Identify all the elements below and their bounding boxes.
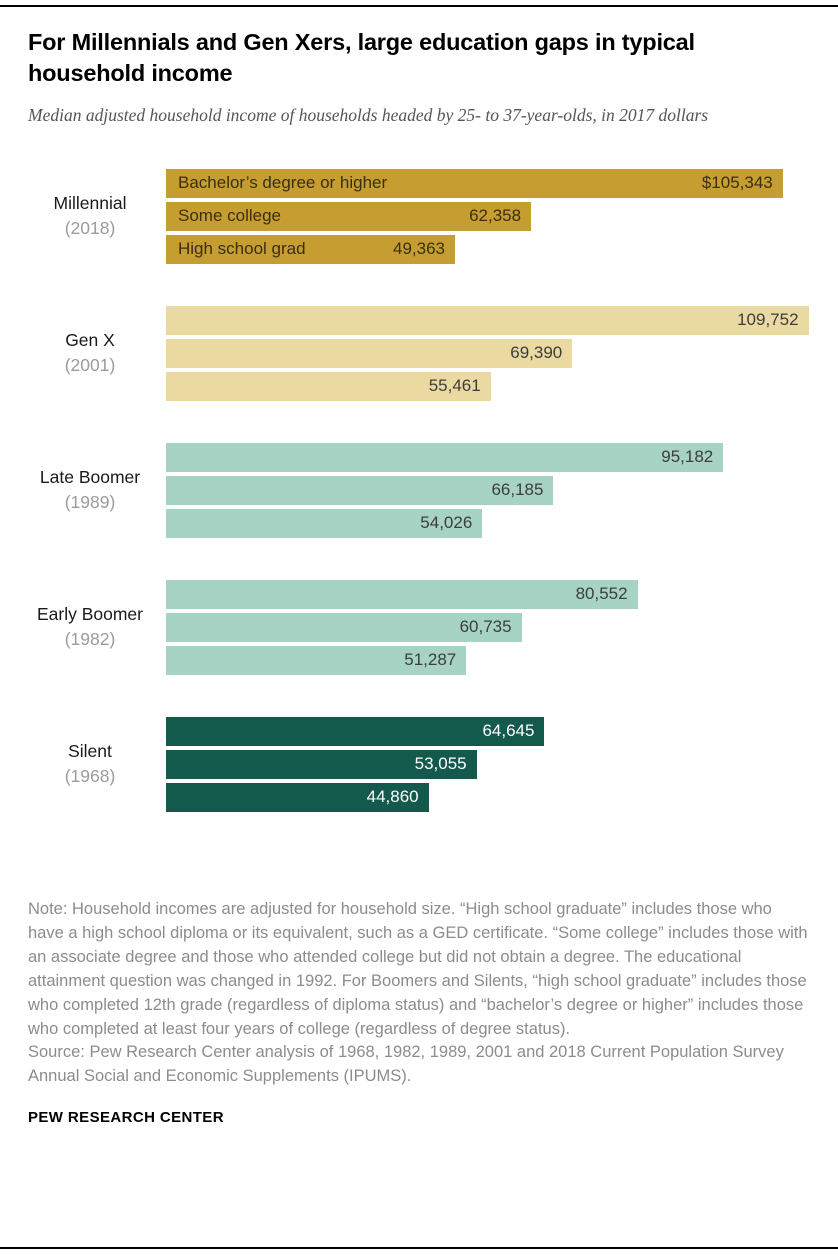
bar-value-label: 44,860 <box>366 787 419 807</box>
bar: 95,182 <box>166 442 724 472</box>
chart-subtitle: Median adjusted household income of hous… <box>28 105 709 126</box>
footnotes: Note: Household incomes are adjusted for… <box>28 898 810 1089</box>
bar: 44,860 <box>166 782 429 812</box>
group-name: Gen X <box>65 330 115 351</box>
bar-value-label: $105,343 <box>701 173 773 193</box>
bar-value-label: 109,752 <box>737 310 799 330</box>
group-bars: 109,752 69,390 55,461 <box>166 305 810 401</box>
group-bars: 64,645 53,055 44,860 <box>166 716 810 812</box>
chart-group: Silent (1968) 64,645 53,055 44,860 <box>28 716 810 812</box>
group-year: (1968) <box>64 765 116 786</box>
bar-value-label: 66,185 <box>491 480 544 500</box>
bar-value-label: 60,735 <box>459 617 512 637</box>
bar: 80,552 <box>166 579 638 609</box>
bar: 54,026 <box>166 508 483 538</box>
group-year: (2001) <box>64 354 116 375</box>
bar-value-label: 69,390 <box>510 343 563 363</box>
group-name: Early Boomer <box>36 604 143 625</box>
bar-value-label: 64,645 <box>482 721 535 741</box>
group-year: (1982) <box>64 628 116 649</box>
bar-value-label: 95,182 <box>661 447 714 467</box>
group-label: Silent (1968) <box>28 717 166 812</box>
bar: Bachelor’s degree or higher $105,343 <box>166 168 783 198</box>
page-content: For Millennials and Gen Xers, large educ… <box>0 7 838 1126</box>
chart-group: Millennial (2018) Bachelor’s degree or hig… <box>28 168 810 264</box>
bar-value-label: 55,461 <box>428 376 481 396</box>
bar-chart: Millennial (2018) Bachelor’s degree or hig… <box>28 168 810 812</box>
top-rule <box>0 5 838 7</box>
group-bars: Bachelor’s degree or higher $105,343 Some … <box>166 168 810 264</box>
bar: 53,055 <box>166 749 477 779</box>
bar: High school grad 49,363 <box>166 234 455 264</box>
bar: 109,752 <box>166 305 809 335</box>
bar: 66,185 <box>166 475 554 505</box>
bar-value-label: 54,026 <box>420 513 473 533</box>
bar-value-label: 62,358 <box>469 206 522 226</box>
note-text: Note: Household incomes are adjusted for… <box>28 899 808 1038</box>
group-year: (2018) <box>64 217 116 238</box>
page-title: For Millennials and Gen Xers, large educ… <box>28 29 695 87</box>
chart-group: Gen X (2001) 109,752 69,390 55,461 <box>28 305 810 401</box>
source-text: Source: Pew Research Center analysis of … <box>28 1043 784 1086</box>
bar: Some college 62,358 <box>166 201 532 231</box>
group-label: Millennial (2018) <box>28 169 166 264</box>
group-label: Gen X (2001) <box>28 306 166 401</box>
bar: 55,461 <box>166 371 491 401</box>
group-label: Late Boomer (1989) <box>28 443 166 538</box>
chart-group: Early Boomer (1982) 80,552 60,735 51,287 <box>28 579 810 675</box>
bar-value-label: 53,055 <box>414 754 467 774</box>
group-bars: 95,182 66,185 54,026 <box>166 442 810 538</box>
bar: 64,645 <box>166 716 545 746</box>
chart-group: Late Boomer (1989) 95,182 66,185 54,026 <box>28 442 810 538</box>
bar-category-label: High school grad <box>178 239 306 259</box>
bar-value-label: 49,363 <box>392 239 445 259</box>
group-name: Late Boomer <box>39 467 141 488</box>
bar: 69,390 <box>166 338 573 368</box>
brand-footer: PEW RESEARCH CENTER <box>28 1109 224 1127</box>
group-label: Early Boomer (1982) <box>28 580 166 675</box>
bar-value-label: 51,287 <box>404 650 457 670</box>
bar-category-label: Bachelor’s degree or higher <box>178 173 388 193</box>
group-name: Silent <box>68 741 112 762</box>
bar-value-label: 80,552 <box>575 584 628 604</box>
group-year: (1989) <box>64 491 116 512</box>
bar: 51,287 <box>166 645 467 675</box>
bar: 60,735 <box>166 612 522 642</box>
bar-category-label: Some college <box>178 206 282 226</box>
group-name: Millennial <box>53 193 127 214</box>
bottom-rule <box>0 1247 838 1249</box>
group-bars: 80,552 60,735 51,287 <box>166 579 810 675</box>
